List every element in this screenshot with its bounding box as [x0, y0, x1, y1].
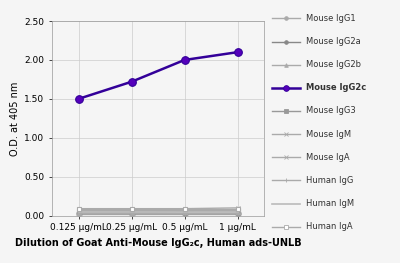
- Text: Mouse IgG2c: Mouse IgG2c: [306, 83, 366, 92]
- Text: Mouse IgA: Mouse IgA: [306, 153, 350, 162]
- X-axis label: Dilution of Goat Anti-Mouse IgG₂c, Human ads-UNLB: Dilution of Goat Anti-Mouse IgG₂c, Human…: [15, 238, 301, 248]
- Text: Mouse IgG2a: Mouse IgG2a: [306, 37, 361, 46]
- Text: Mouse IgG2b: Mouse IgG2b: [306, 60, 361, 69]
- Text: Human IgG: Human IgG: [306, 176, 353, 185]
- Text: Mouse IgG3: Mouse IgG3: [306, 107, 356, 115]
- Y-axis label: O.D. at 405 nm: O.D. at 405 nm: [10, 81, 20, 155]
- Text: Human IgM: Human IgM: [306, 199, 354, 208]
- Text: Mouse IgM: Mouse IgM: [306, 130, 351, 139]
- Text: Human IgA: Human IgA: [306, 222, 353, 231]
- Text: Mouse IgG1: Mouse IgG1: [306, 14, 356, 23]
